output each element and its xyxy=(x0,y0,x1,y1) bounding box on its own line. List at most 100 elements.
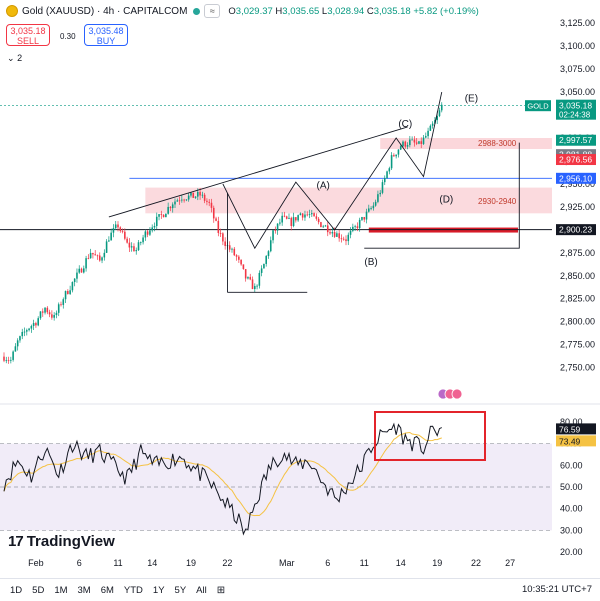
candle-body xyxy=(249,277,252,280)
candle-body xyxy=(247,277,249,279)
candle-body xyxy=(429,125,432,131)
candle-body xyxy=(422,137,425,144)
header: Gold (XAUUSD) · 4h · CAPITALCOM ≈ O3,029… xyxy=(0,0,560,22)
candle-body xyxy=(39,311,42,319)
timeframe-ytd[interactable]: YTD xyxy=(123,584,143,596)
timeframe-1y[interactable]: 1Y xyxy=(152,584,165,596)
candle-body xyxy=(238,256,240,260)
candle-body xyxy=(124,231,126,239)
price-label-value: 3,035.18 xyxy=(559,101,592,111)
candle-body xyxy=(212,207,215,219)
time-tick-label: Feb xyxy=(28,558,44,568)
price-tick-label: 3,050.00 xyxy=(560,87,595,97)
price-labels: GOLD3,035.1802:24:382,997.572,981.882,97… xyxy=(525,99,596,447)
candle-body xyxy=(219,232,222,234)
brand-name: TradingView xyxy=(26,533,115,550)
price-label-value: 2,976.56 xyxy=(559,155,592,165)
candle-body xyxy=(326,225,329,233)
timeframe-all[interactable]: All xyxy=(196,584,207,596)
candle-body xyxy=(402,141,404,147)
rsi-ma-bg xyxy=(556,435,596,447)
candle-body xyxy=(306,214,309,216)
candle-body xyxy=(114,224,117,229)
candle-body xyxy=(187,195,190,200)
range-box-right xyxy=(364,142,520,249)
time-tick-label: 19 xyxy=(432,558,442,568)
candle-body xyxy=(254,286,256,290)
candle-body xyxy=(345,239,347,242)
collapse-indicators-button[interactable]: ⌄ 2 xyxy=(6,52,23,65)
ohlc-readout: O3,029.37 H3,035.65 L3,028.94 C3,035.18 … xyxy=(228,5,479,17)
compare-icon[interactable]: ≈ xyxy=(204,4,221,18)
buy-button[interactable]: 3,035.48 BUY xyxy=(84,24,128,46)
symbol-title[interactable]: Gold (XAUUSD) · 4h · CAPITALCOM xyxy=(22,5,188,17)
candle-body xyxy=(231,248,233,250)
rsi-line xyxy=(3,422,442,536)
candle-body xyxy=(281,215,283,223)
candle-body xyxy=(338,233,340,239)
candle-body xyxy=(3,356,5,361)
candle-body xyxy=(32,323,35,326)
candle-body xyxy=(265,256,267,264)
candle-body xyxy=(178,200,181,202)
candle-body xyxy=(117,224,119,228)
candle-body xyxy=(397,149,400,155)
candle-body xyxy=(383,178,386,183)
candle-body xyxy=(413,139,416,143)
clock: 10:35:21 UTC+7 xyxy=(522,584,592,595)
rsi-tick-label: 80.00 xyxy=(560,417,583,427)
timeframe-1m[interactable]: 1M xyxy=(54,584,68,596)
candle-body xyxy=(190,192,192,196)
price-tick-label: 2,925.00 xyxy=(560,202,595,212)
candle-body xyxy=(5,360,8,362)
candle-body xyxy=(121,230,124,232)
trendline xyxy=(108,126,408,218)
candle-body xyxy=(320,222,322,228)
candle-body xyxy=(399,146,402,150)
candle-body xyxy=(96,255,99,257)
candle-body xyxy=(240,259,242,265)
candle-body xyxy=(23,331,26,333)
candle-body xyxy=(67,291,69,294)
candle-body xyxy=(19,336,21,341)
sell-button[interactable]: 3,035.18 SELL xyxy=(6,24,50,46)
timeframe-5y[interactable]: 5Y xyxy=(174,584,187,596)
zone-2988-3000 xyxy=(380,138,552,150)
price-label-bg xyxy=(556,99,596,120)
candle-body xyxy=(331,232,334,234)
candle-body xyxy=(404,141,407,147)
candle-body xyxy=(108,240,110,242)
candle-body xyxy=(388,168,391,172)
rsi-panel xyxy=(0,411,552,536)
time-tick-label: 22 xyxy=(222,558,232,568)
candle-body xyxy=(324,225,327,227)
timeframe-1d[interactable]: 1D xyxy=(10,584,23,596)
price-tick-label: 2,775.00 xyxy=(560,340,595,350)
candle-body xyxy=(242,264,245,270)
rsi-ma-label: 73.49 xyxy=(559,436,581,446)
timeframe-3m[interactable]: 3M xyxy=(77,584,91,596)
timeframe-6m[interactable]: 6M xyxy=(100,584,114,596)
timeframe-5d[interactable]: 5D xyxy=(32,584,45,596)
chevron-down-icon: ⌄ xyxy=(7,53,15,63)
candle-body xyxy=(279,222,281,224)
wave-label: (B) xyxy=(364,257,377,268)
candle-body xyxy=(217,220,220,233)
sell-label: SELL xyxy=(16,36,40,46)
candle-body xyxy=(377,194,379,202)
spread: 0.30 xyxy=(60,32,76,41)
candle-body xyxy=(263,263,265,269)
candle-body xyxy=(149,230,151,235)
candle-body xyxy=(110,232,112,241)
candle-body xyxy=(406,145,409,147)
candle-body xyxy=(89,252,92,259)
candle-body xyxy=(304,214,306,218)
candle-body xyxy=(37,318,39,326)
candle-body xyxy=(169,206,172,209)
date-range-icon[interactable]: ⊞ xyxy=(216,584,226,596)
time-tick-label: 11 xyxy=(360,558,369,568)
candle-body xyxy=(308,214,311,216)
candle-body xyxy=(386,171,388,179)
time-tick-label: 27 xyxy=(505,558,515,568)
